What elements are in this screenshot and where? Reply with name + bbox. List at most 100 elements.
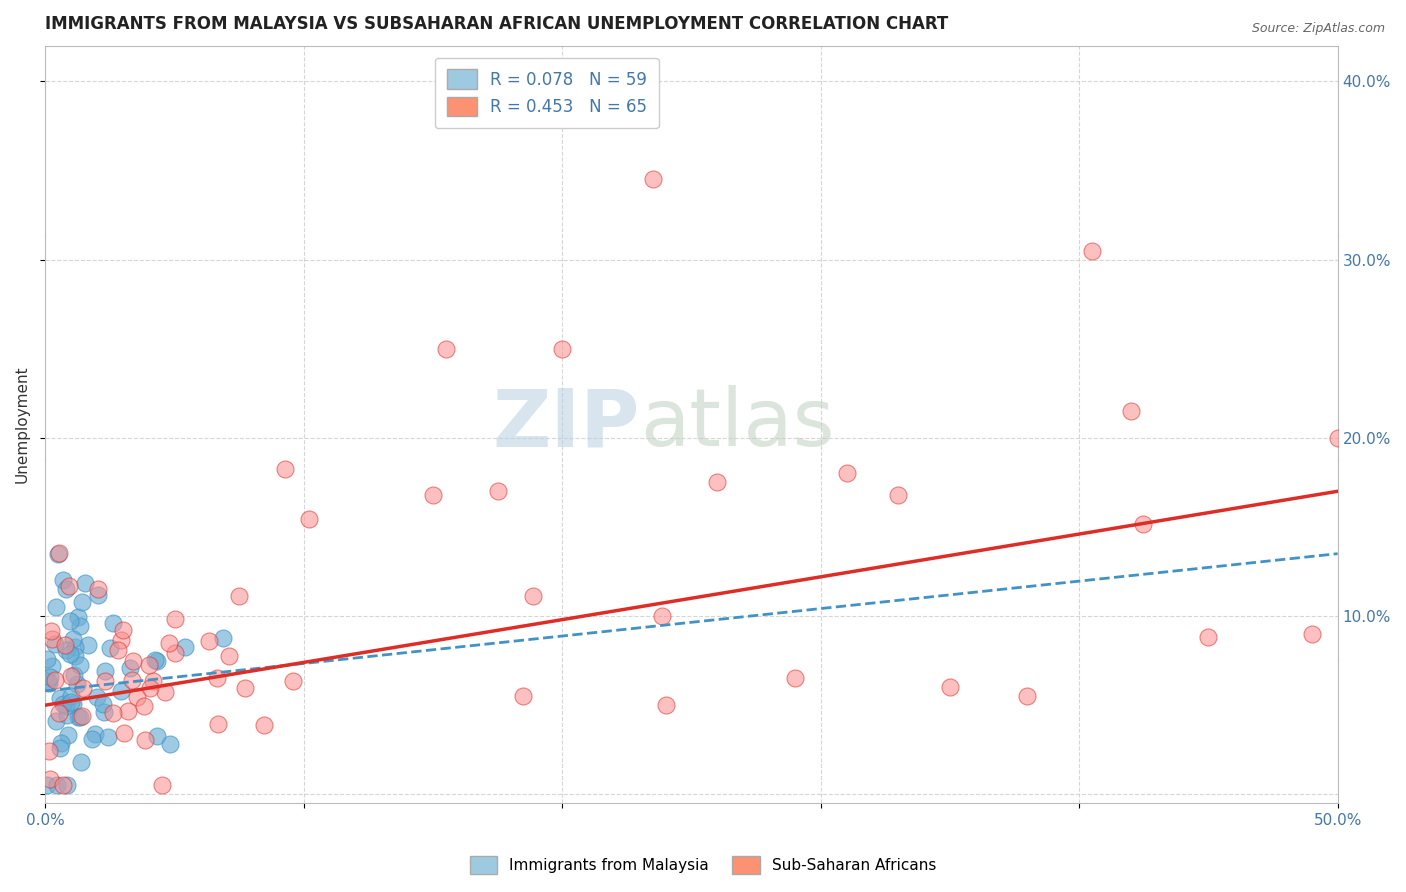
Point	[63, 640, 86, 654]
Point	[121, 654, 143, 668]
Point	[1081, 244, 1104, 258]
Point	[94, 665, 117, 679]
Point	[146, 729, 169, 743]
Point	[84, 727, 107, 741]
Point	[101, 706, 124, 720]
Point	[72, 595, 94, 609]
Point	[107, 642, 129, 657]
Point	[132, 698, 155, 713]
Point	[211, 631, 233, 645]
Point	[59, 648, 82, 662]
Point	[783, 672, 806, 686]
Point	[38, 676, 60, 690]
Point	[44, 673, 66, 687]
Point	[56, 728, 79, 742]
Point	[125, 690, 148, 704]
Point	[62, 697, 84, 711]
Point	[48, 546, 70, 560]
Point	[46, 778, 69, 792]
Point	[138, 657, 160, 672]
Point	[62, 632, 84, 646]
Point	[103, 615, 125, 630]
Point	[98, 641, 121, 656]
Point	[218, 648, 240, 663]
Point	[49, 736, 72, 750]
Point	[134, 732, 156, 747]
Point	[48, 706, 70, 720]
Point	[59, 689, 82, 703]
Point	[228, 589, 250, 603]
Y-axis label: Unemployment: Unemployment	[15, 366, 30, 483]
Point	[198, 634, 221, 648]
Point	[651, 608, 673, 623]
Point	[80, 732, 103, 747]
Point	[52, 697, 75, 711]
Point	[72, 681, 94, 695]
Point	[163, 646, 186, 660]
Point	[139, 681, 162, 695]
Point	[77, 638, 100, 652]
Point	[142, 674, 165, 689]
Point	[69, 657, 91, 672]
Point	[55, 582, 77, 597]
Point	[157, 636, 180, 650]
Text: ZIP: ZIP	[492, 385, 640, 464]
Point	[38, 744, 60, 758]
Point	[654, 698, 676, 713]
Point	[56, 778, 79, 792]
Point	[41, 658, 63, 673]
Point	[66, 709, 89, 723]
Point	[835, 467, 858, 481]
Point	[1017, 690, 1039, 704]
Point	[94, 673, 117, 688]
Point	[65, 648, 87, 663]
Legend: Immigrants from Malaysia, Sub-Saharan Africans: Immigrants from Malaysia, Sub-Saharan Af…	[464, 850, 942, 880]
Point	[1326, 431, 1348, 445]
Point	[97, 731, 120, 745]
Point	[44, 637, 66, 651]
Point	[52, 574, 75, 588]
Point	[35, 652, 58, 666]
Point	[205, 671, 228, 685]
Point	[486, 484, 509, 499]
Text: atlas: atlas	[640, 385, 834, 464]
Point	[233, 681, 256, 695]
Point	[69, 710, 91, 724]
Point	[145, 652, 167, 666]
Point	[434, 342, 457, 356]
Point	[112, 725, 135, 739]
Point	[173, 640, 195, 655]
Point	[159, 738, 181, 752]
Text: IMMIGRANTS FROM MALAYSIA VS SUBSAHARAN AFRICAN UNEMPLOYMENT CORRELATION CHART: IMMIGRANTS FROM MALAYSIA VS SUBSAHARAN A…	[45, 15, 949, 33]
Point	[1132, 516, 1154, 531]
Point	[1197, 631, 1219, 645]
Point	[66, 610, 89, 624]
Point	[110, 632, 132, 647]
Point	[41, 632, 63, 646]
Point	[939, 681, 962, 695]
Point	[1301, 627, 1323, 641]
Legend: R = 0.078   N = 59, R = 0.453   N = 65: R = 0.078 N = 59, R = 0.453 N = 65	[434, 58, 658, 128]
Point	[69, 619, 91, 633]
Point	[522, 590, 544, 604]
Point	[150, 778, 173, 792]
Point	[706, 475, 728, 490]
Point	[55, 698, 77, 713]
Point	[121, 673, 143, 688]
Point	[38, 670, 60, 684]
Point	[53, 638, 76, 652]
Point	[887, 488, 910, 502]
Point	[281, 674, 304, 689]
Point	[641, 172, 664, 186]
Point	[66, 677, 89, 691]
Point	[45, 714, 67, 729]
Point	[93, 705, 115, 719]
Point	[39, 624, 62, 638]
Point	[37, 673, 59, 688]
Point	[512, 690, 534, 704]
Point	[117, 704, 139, 718]
Point	[422, 488, 444, 502]
Text: Source: ZipAtlas.com: Source: ZipAtlas.com	[1251, 22, 1385, 36]
Point	[73, 575, 96, 590]
Point	[39, 772, 62, 787]
